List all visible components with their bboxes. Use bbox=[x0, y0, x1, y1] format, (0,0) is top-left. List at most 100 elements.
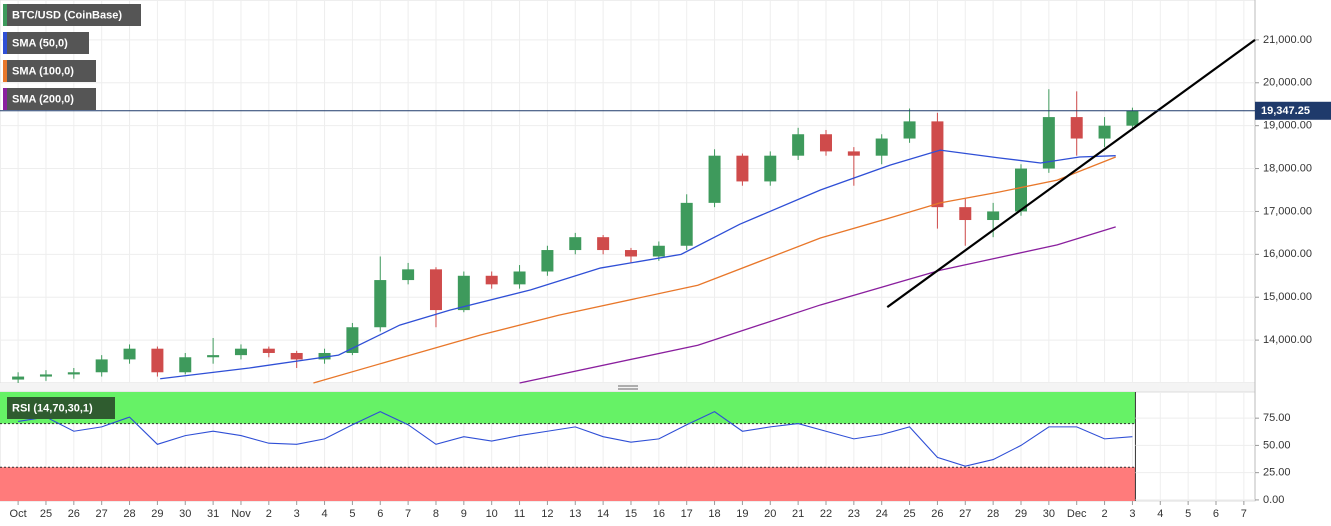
candle-body bbox=[374, 280, 387, 328]
y-tick-label: 50.00 bbox=[1263, 439, 1291, 451]
x-tick-label: 29 bbox=[151, 508, 163, 520]
x-tick-label: 3 bbox=[294, 508, 300, 520]
y-tick-label: 25.00 bbox=[1263, 467, 1291, 479]
y-tick-label: 16,000.00 bbox=[1263, 248, 1312, 260]
x-tick-label: 11 bbox=[514, 508, 525, 520]
legend-label: SMA (200,0) bbox=[12, 93, 74, 105]
x-tick-label: 27 bbox=[96, 508, 108, 520]
legend: BTC/USD (CoinBase) SMA (50,0) SMA (100,0… bbox=[3, 4, 141, 419]
x-tick-label: 28 bbox=[987, 508, 999, 520]
candle-body bbox=[764, 155, 777, 182]
legend-swatch bbox=[3, 397, 7, 419]
y-tick-label: 14,000.00 bbox=[1263, 334, 1312, 346]
oversold-band bbox=[0, 467, 1136, 501]
candle-body bbox=[680, 202, 693, 246]
y-tick-label: 18,000.00 bbox=[1263, 162, 1312, 174]
candle-body bbox=[541, 250, 554, 272]
x-tick-label: 10 bbox=[486, 508, 498, 520]
legend-box[interactable] bbox=[3, 397, 115, 419]
x-tick-label: 17 bbox=[681, 508, 693, 520]
x-tick-label: 14 bbox=[597, 508, 609, 520]
legend-label: SMA (50,0) bbox=[12, 37, 68, 49]
x-tick-label: 31 bbox=[207, 508, 219, 520]
x-tick-label: 24 bbox=[876, 508, 888, 520]
rsi-line bbox=[18, 410, 1133, 467]
legend-box[interactable] bbox=[3, 32, 89, 54]
candle-body bbox=[736, 155, 749, 182]
candle-body bbox=[987, 211, 1000, 221]
x-tick-label: 20 bbox=[764, 508, 776, 520]
x-tick-label: 30 bbox=[1043, 508, 1055, 520]
sma-line bbox=[519, 226, 1116, 384]
sma-line bbox=[313, 156, 1116, 384]
x-tick-label: 22 bbox=[820, 508, 832, 520]
candle-body bbox=[457, 275, 470, 311]
legend-label: BTC/USD (CoinBase) bbox=[12, 9, 122, 21]
x-tick-label: 25 bbox=[903, 508, 915, 520]
candle-body bbox=[1014, 168, 1027, 212]
candle-body bbox=[1098, 125, 1111, 139]
x-tick-label: 15 bbox=[625, 508, 637, 520]
x-tick-label: Oct bbox=[10, 508, 27, 520]
candle-body bbox=[569, 237, 582, 251]
x-tick-label: 7 bbox=[405, 508, 411, 520]
x-tick-label: 6 bbox=[377, 508, 383, 520]
candle-body bbox=[931, 121, 944, 208]
candle-body bbox=[819, 134, 832, 152]
legend-box[interactable] bbox=[3, 4, 141, 26]
y-tick-label: 21,000.00 bbox=[1263, 34, 1312, 46]
x-tick-label: 26 bbox=[931, 508, 943, 520]
candle-body bbox=[207, 355, 220, 358]
legend-label: SMA (100,0) bbox=[12, 65, 74, 77]
rsi-title: RSI (14,70,30,1) bbox=[12, 402, 93, 414]
main-panel bbox=[0, 0, 1256, 384]
candle-body bbox=[262, 348, 275, 353]
candle-body bbox=[402, 269, 415, 281]
candle-body bbox=[1042, 117, 1055, 169]
candle-body bbox=[597, 237, 610, 251]
x-tick-label: 16 bbox=[653, 508, 665, 520]
candle-body bbox=[95, 359, 108, 373]
legend-box[interactable] bbox=[3, 60, 96, 82]
x-tick-label: 5 bbox=[1185, 508, 1191, 520]
y-tick-label: 20,000.00 bbox=[1263, 77, 1312, 89]
candle-body bbox=[12, 376, 25, 380]
y-tick-label: 0.00 bbox=[1263, 494, 1284, 506]
x-tick-label: 25 bbox=[40, 508, 52, 520]
candle-body bbox=[624, 250, 637, 257]
panel-separator[interactable] bbox=[0, 383, 1255, 392]
x-tick-label: 9 bbox=[461, 508, 467, 520]
candle-body bbox=[318, 352, 331, 360]
x-tick-label: 18 bbox=[708, 508, 720, 520]
candle-body bbox=[1126, 110, 1139, 126]
candle-body bbox=[429, 269, 442, 311]
candle-body bbox=[234, 348, 247, 356]
x-tick-label: 19 bbox=[736, 508, 748, 520]
candle-body bbox=[346, 327, 359, 353]
candle-body bbox=[708, 155, 721, 203]
candle-body bbox=[39, 374, 52, 377]
y-tick-label: 19,000.00 bbox=[1263, 120, 1312, 132]
legend-swatch bbox=[3, 60, 7, 82]
candle-body bbox=[875, 138, 888, 156]
candle-body bbox=[959, 207, 972, 221]
candle-body bbox=[652, 245, 665, 257]
x-tick-label: 3 bbox=[1129, 508, 1135, 520]
candle-body bbox=[67, 372, 80, 375]
x-tick-label: 30 bbox=[179, 508, 191, 520]
x-tick-label: 6 bbox=[1213, 508, 1219, 520]
x-tick-label: Nov bbox=[231, 508, 251, 520]
x-tick-label: 4 bbox=[321, 508, 327, 520]
overbought-band bbox=[0, 392, 1136, 424]
y-tick-label: 15,000.00 bbox=[1263, 291, 1312, 303]
x-tick-label: 23 bbox=[848, 508, 860, 520]
last-price-box bbox=[1255, 101, 1331, 120]
x-tick-label: 27 bbox=[959, 508, 971, 520]
x-tick-label: 13 bbox=[569, 508, 581, 520]
legend-box[interactable] bbox=[3, 88, 96, 110]
candle-body bbox=[485, 275, 498, 285]
x-tick-label: 29 bbox=[1015, 508, 1027, 520]
sma-line bbox=[160, 149, 1116, 380]
candle-body bbox=[123, 348, 136, 360]
